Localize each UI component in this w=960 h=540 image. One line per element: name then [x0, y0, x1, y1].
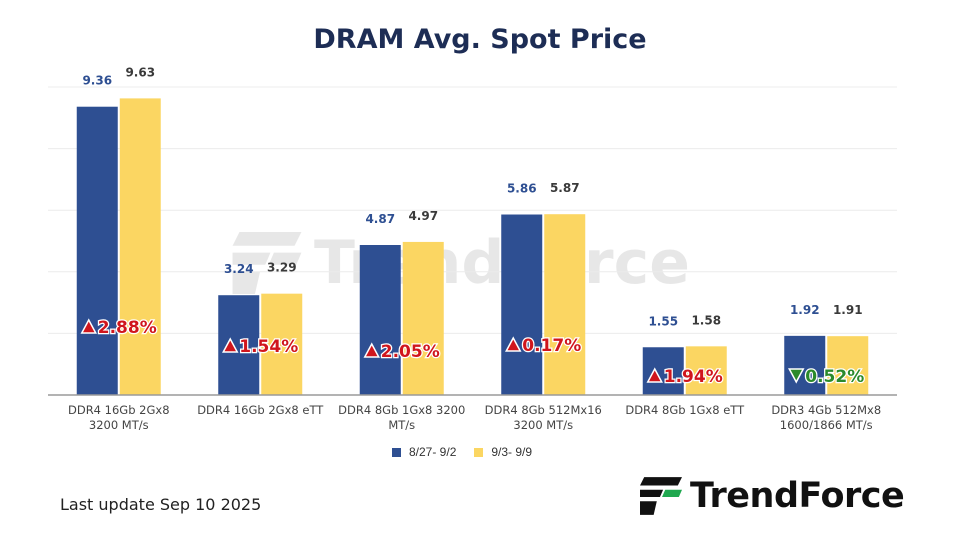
- down-arrow-icon: [787, 368, 805, 384]
- up-arrow-icon: [221, 337, 239, 353]
- x-tick-label: 1600/1866 MT/s: [780, 418, 873, 432]
- change-label: 2.88%: [98, 318, 157, 338]
- data-label: 3.29: [267, 261, 297, 275]
- data-label: 5.86: [507, 182, 537, 196]
- bar-series1: [501, 214, 543, 395]
- legend-item-series2: 9/3- 9/9: [474, 445, 532, 459]
- legend-label-series1: 8/27- 9/2: [409, 445, 457, 459]
- bar-series1: [218, 295, 260, 395]
- x-tick-label: DDR4 16Gb 2Gx8 eTT: [197, 403, 324, 417]
- up-arrow-icon: [80, 318, 98, 334]
- trendforce-logo-icon: [640, 477, 682, 515]
- bar-series2: [402, 241, 444, 395]
- brand-name: TrendForce: [690, 476, 905, 516]
- legend: 8/27- 9/2 9/3- 9/9: [392, 445, 532, 459]
- x-tick-label: 3200 MT/s: [89, 418, 149, 432]
- x-tick-label: DDR3 4Gb 512Mx8: [771, 403, 881, 417]
- data-label: 5.87: [550, 181, 580, 195]
- change-label: 0.17%: [522, 336, 581, 356]
- data-label: 4.87: [365, 212, 395, 226]
- last-update-text: Last update Sep 10 2025: [60, 495, 262, 514]
- change-label: 1.94%: [664, 367, 723, 387]
- bar-series2: [544, 214, 586, 395]
- brand-logo: TrendForce: [640, 474, 920, 518]
- up-arrow-icon: [504, 336, 522, 352]
- data-label: 1.58: [691, 313, 721, 327]
- data-label: 1.91: [833, 303, 863, 317]
- x-tick-label: MT/s: [388, 418, 415, 432]
- data-label: 9.36: [82, 74, 112, 88]
- legend-label-series2: 9/3- 9/9: [491, 445, 533, 459]
- chart-title: DRAM Avg. Spot Price: [313, 24, 647, 55]
- change-label: 1.54%: [239, 337, 298, 357]
- bar-series2: [261, 293, 303, 395]
- bar-series2: [827, 336, 869, 395]
- data-label: 4.97: [408, 209, 438, 223]
- data-label: 9.63: [125, 65, 155, 79]
- data-label: 3.24: [224, 262, 254, 276]
- legend-swatch-series1: [392, 447, 401, 457]
- bar-series1: [784, 335, 826, 395]
- bar-series1: [642, 347, 684, 395]
- x-tick-label: DDR4 16Gb 2Gx8: [68, 403, 170, 417]
- x-tick-label: DDR4 8Gb 512Mx16: [485, 403, 602, 417]
- bar-series1: [76, 106, 118, 395]
- bar-series1: [359, 245, 401, 395]
- x-tick-label: DDR4 8Gb 1Gx8 3200: [338, 403, 465, 417]
- x-tick-label: DDR4 8Gb 1Gx8 eTT: [625, 403, 745, 417]
- up-arrow-icon: [646, 367, 664, 383]
- legend-swatch-series2: [474, 447, 484, 457]
- bar-series2: [119, 98, 161, 395]
- up-arrow-icon: [363, 342, 381, 358]
- change-label: 2.05%: [381, 342, 440, 362]
- change-label: 0.52%: [805, 367, 864, 387]
- legend-item-series1: 8/27- 9/2: [392, 445, 456, 459]
- data-label: 1.55: [648, 314, 678, 328]
- data-label: 1.92: [790, 303, 820, 317]
- bar-series2: [685, 346, 727, 395]
- x-tick-label: 3200 MT/s: [513, 418, 573, 432]
